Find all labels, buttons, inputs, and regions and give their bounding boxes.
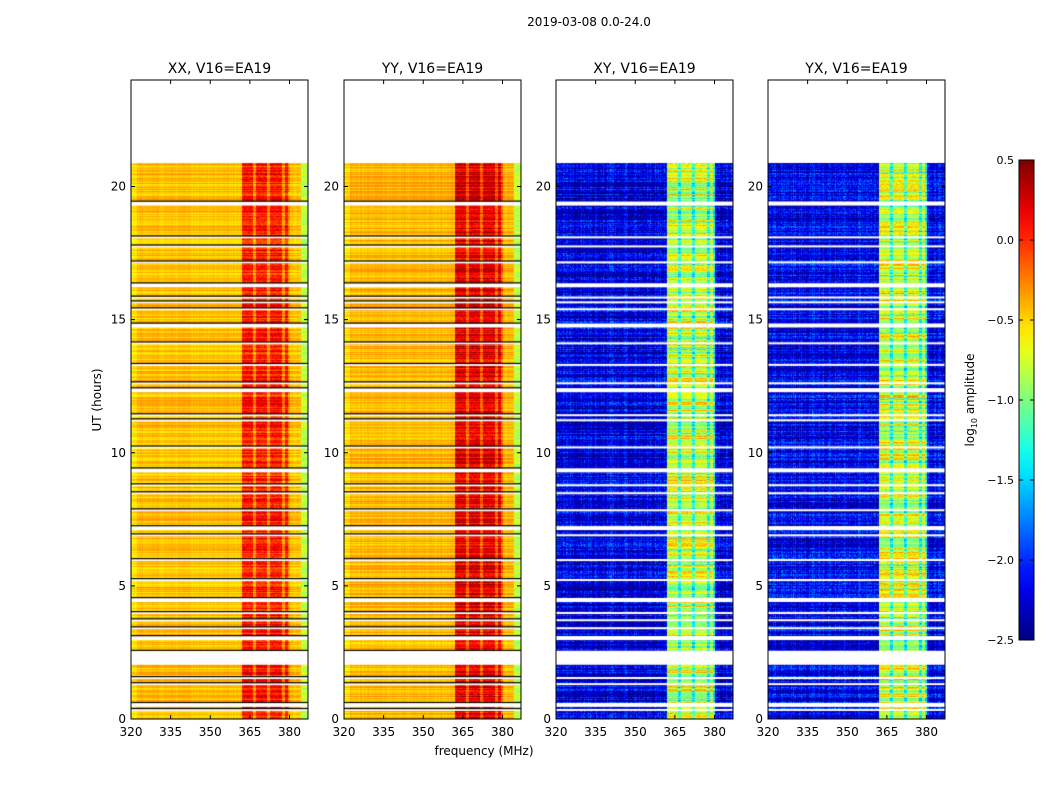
panel-frame [130, 79, 309, 720]
x-tick-label: 320 [545, 725, 568, 739]
x-tick-label: 380 [278, 725, 301, 739]
colorbar-label: log10 amplitude [963, 354, 979, 447]
heatmap-xy [556, 80, 733, 719]
y-axis-label: UT (hours) [90, 368, 104, 431]
colorbar-tick-label: 0.0 [997, 234, 1015, 247]
x-tick-label: 350 [624, 725, 647, 739]
y-tick-label: 10 [111, 446, 126, 460]
y-tick-label: 5 [118, 579, 126, 593]
x-tick-label: 350 [199, 725, 222, 739]
x-tick-label: 380 [703, 725, 726, 739]
panel-xy: XY, V16=EA19 320 335 350 365 380 0 5 10 15 20 [536, 61, 734, 739]
y-tick-label: 20 [324, 180, 339, 194]
x-tick-label: 365 [875, 725, 898, 739]
x-tick-label: 350 [412, 725, 435, 739]
y-tick-label: 15 [111, 313, 126, 327]
y-tick-label: 10 [536, 446, 551, 460]
y-tick-label: 5 [331, 579, 339, 593]
x-tick-label: 335 [584, 725, 607, 739]
x-tick-label: 380 [491, 725, 514, 739]
panel-title: YX, V16=EA19 [804, 61, 907, 77]
x-tick-label: 320 [120, 725, 143, 739]
panel-yx: YX, V16=EA19 320 335 350 365 380 0 5 10 15 20 [748, 61, 946, 739]
x-tick-label: 335 [796, 725, 819, 739]
y-tick-label: 10 [748, 446, 763, 460]
panel-title: XX, V16=EA19 [168, 61, 271, 77]
panel-frame [555, 79, 734, 720]
y-tick-label: 20 [748, 180, 763, 194]
panel-title: YY, V16=EA19 [381, 61, 483, 77]
heatmap-yy [344, 80, 521, 719]
heatmap-yx [768, 80, 945, 719]
x-tick-label: 365 [663, 725, 686, 739]
colorbar-tick-label: −1.0 [987, 394, 1014, 407]
y-tick-label: 10 [324, 446, 339, 460]
panel-title: XY, V16=EA19 [593, 61, 695, 77]
x-tick-label: 335 [372, 725, 395, 739]
colorbar-tick-label: −2.0 [987, 554, 1014, 567]
colorbar-tick-label: −1.5 [987, 474, 1014, 487]
colorbar-tick-label: 0.5 [997, 154, 1015, 167]
panel-frame [343, 79, 522, 720]
colorbar: −2.5 −2.0 −1.5 −1.0 −0.5 0.0 0.5 [987, 154, 1035, 647]
panel-xx: XX, V16=EA19 320 335 350 365 380 0 5 10 15 20 [111, 61, 309, 739]
panel-frame [767, 79, 946, 720]
y-tick-label: 20 [111, 180, 126, 194]
y-tick-label: 5 [543, 579, 551, 593]
colorbar-tick-label: −0.5 [987, 314, 1014, 327]
y-tick-label: 15 [536, 313, 551, 327]
x-tick-label: 320 [333, 725, 356, 739]
y-tick-label: 15 [324, 313, 339, 327]
y-tick-label: 5 [755, 579, 763, 593]
x-tick-label: 380 [915, 725, 938, 739]
y-tick-label: 0 [543, 712, 551, 726]
y-tick-label: 15 [748, 313, 763, 327]
x-tick-label: 350 [836, 725, 859, 739]
y-tick-label: 20 [536, 180, 551, 194]
heatmap-xx [131, 80, 308, 719]
x-tick-label: 365 [238, 725, 261, 739]
colorbar-tick-label: −2.5 [987, 634, 1014, 647]
x-tick-label: 365 [451, 725, 474, 739]
y-tick-label: 0 [331, 712, 339, 726]
x-tick-label: 335 [159, 725, 182, 739]
y-tick-label: 0 [118, 712, 126, 726]
x-axis-label: frequency (MHz) [434, 744, 533, 758]
figure-suptitle: 2019-03-08 0.0-24.0 [527, 15, 651, 29]
x-tick-label: 320 [757, 725, 780, 739]
panel-yy: YY, V16=EA19 320 335 350 365 380 0 5 10 15 20 [324, 61, 522, 739]
y-tick-label: 0 [755, 712, 763, 726]
